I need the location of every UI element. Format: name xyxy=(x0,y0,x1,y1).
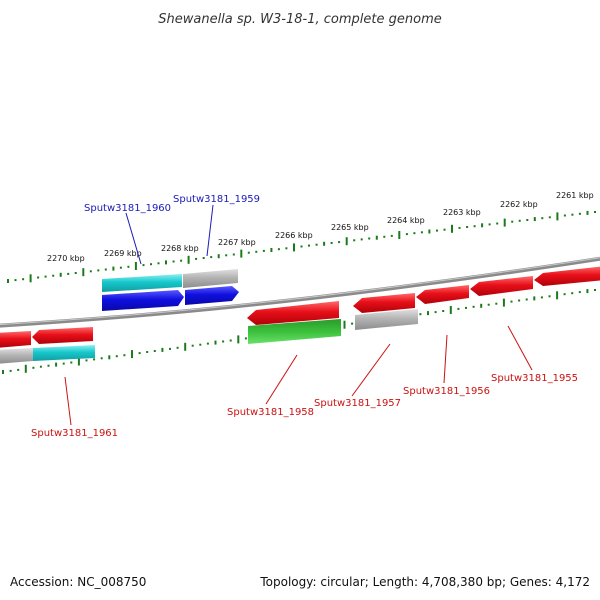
gene-sputw3181-1956-reverse[interactable] xyxy=(416,285,469,304)
map-title: Shewanella sp. W3-18-1, complete genome xyxy=(158,12,441,27)
genome-backbone-highlight xyxy=(0,257,600,326)
leader-line-1956 xyxy=(443,334,448,384)
scale-label-2270: 2270 kbp xyxy=(47,254,85,263)
scale-label-2267: 2267 kbp xyxy=(218,238,256,247)
leader-line-1958 xyxy=(265,354,298,405)
scale-label-2266: 2266 kbp xyxy=(275,231,313,240)
scale-label-2269: 2269 kbp xyxy=(104,249,142,258)
gene-label-1956[interactable]: Sputw3181_1956 xyxy=(403,386,490,397)
gene-label-1961[interactable]: Sputw3181_1961 xyxy=(31,428,118,439)
scale-label-2261: 2261 kbp xyxy=(556,191,594,200)
leader-line-1959 xyxy=(206,204,214,257)
scale-label-2268: 2268 kbp xyxy=(161,244,199,253)
gene-label-1960[interactable]: Sputw3181_1960 xyxy=(84,203,171,214)
topology-text: Topology: circular; Length: 4,708,380 bp… xyxy=(259,575,590,589)
accession-text: Accession: NC_008750 xyxy=(10,575,146,589)
gene-sputw3181-1957-reverse[interactable] xyxy=(353,293,418,330)
scale-label-2262: 2262 kbp xyxy=(500,200,538,209)
scale-label-2263: 2263 kbp xyxy=(443,208,481,217)
gene-sputw3181-1958-reverse[interactable] xyxy=(247,301,341,344)
gene-label-1958[interactable]: Sputw3181_1958 xyxy=(227,407,314,418)
gene-sputw3181-1961-reverse[interactable] xyxy=(0,327,95,364)
gene-label-1955[interactable]: Sputw3181_1955 xyxy=(491,373,578,384)
gene-sputw3181-1955-reverse[interactable] xyxy=(534,266,600,286)
gene-label-1957[interactable]: Sputw3181_1957 xyxy=(314,398,401,409)
gene-label-1959[interactable]: Sputw3181_1959 xyxy=(173,194,260,205)
outer-scale xyxy=(7,210,596,283)
leader-line-1957 xyxy=(351,343,391,397)
gene-sputw3181-1959-forward[interactable] xyxy=(183,269,239,305)
genome-backbone xyxy=(0,256,600,328)
leader-line-1960 xyxy=(125,212,142,265)
leader-line-1961 xyxy=(64,376,72,426)
gene-sputw3181-1960-forward[interactable] xyxy=(102,274,184,311)
leader-line-1955 xyxy=(507,325,533,371)
scale-label-2264: 2264 kbp xyxy=(387,216,425,225)
scale-label-2265: 2265 kbp xyxy=(331,223,369,232)
gene-sputw3181-1956b-reverse[interactable] xyxy=(470,276,533,296)
